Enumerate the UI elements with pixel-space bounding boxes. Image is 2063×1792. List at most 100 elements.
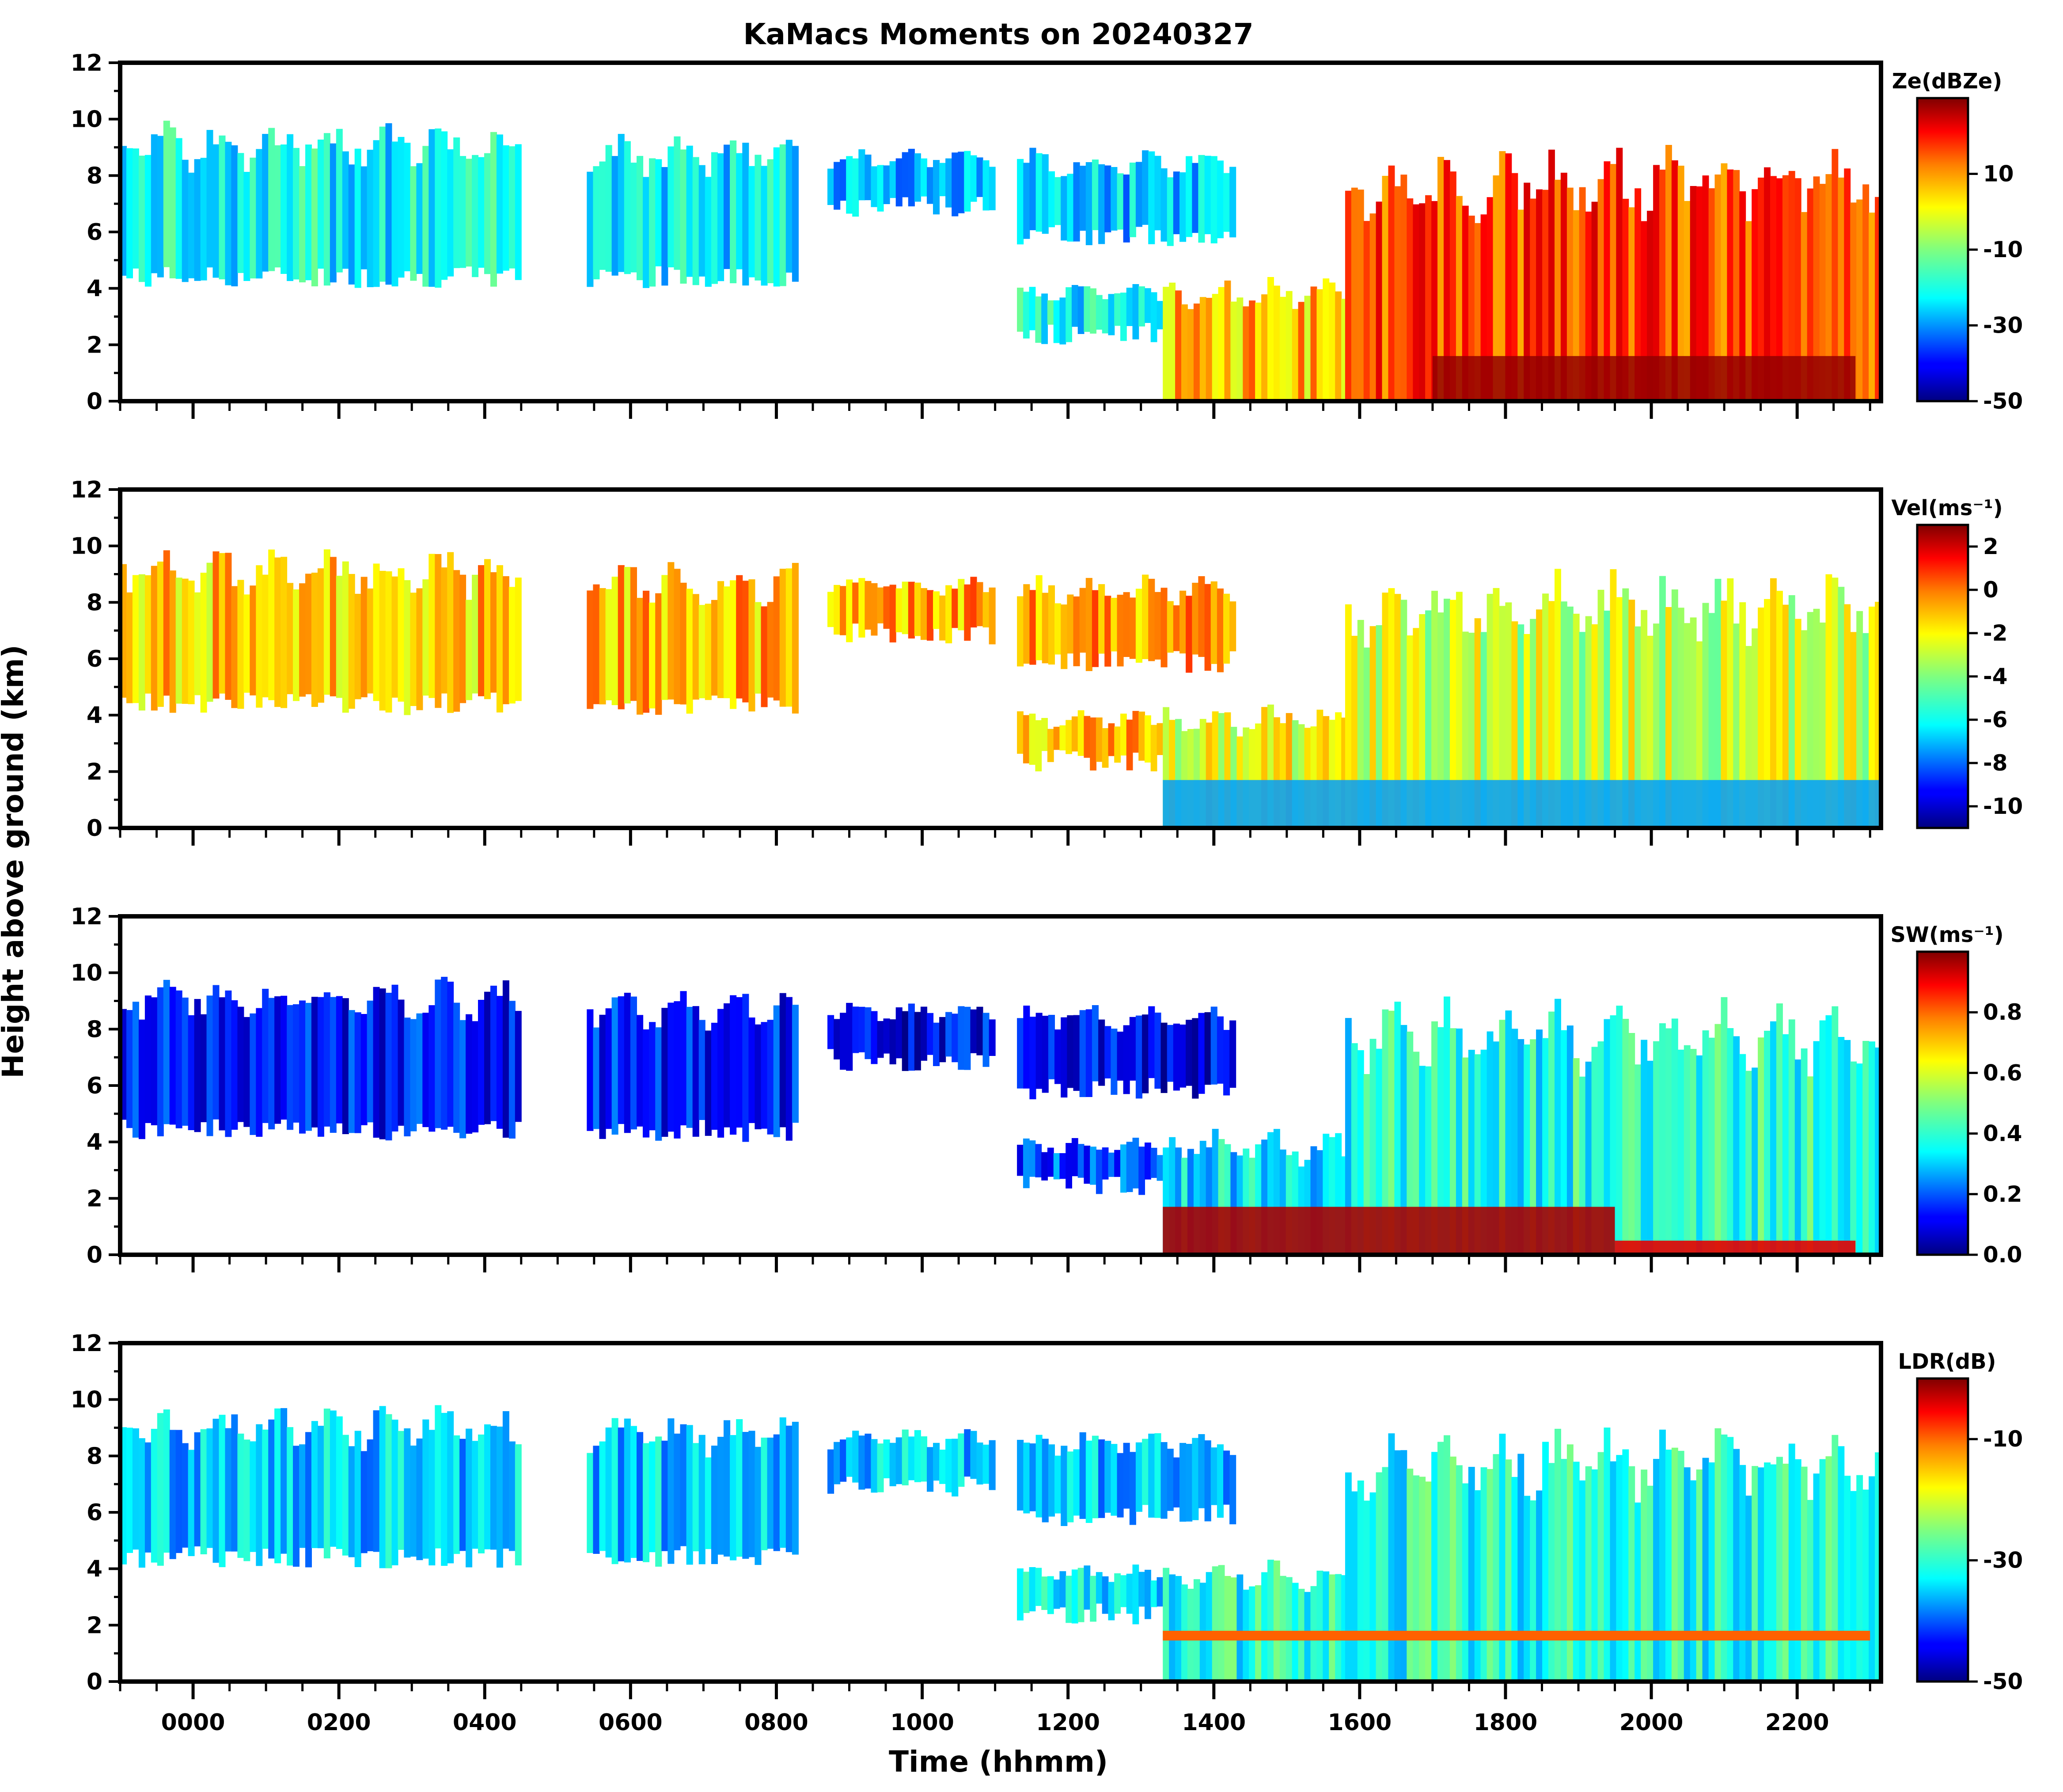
heatmap-cell (373, 140, 380, 287)
heatmap-cell (1204, 156, 1211, 235)
heatmap-cell (637, 1432, 644, 1561)
y-tick-label: 0 (87, 815, 102, 842)
heatmap-cell (231, 1414, 238, 1552)
heatmap-cell (1047, 729, 1054, 762)
heatmap-cell (416, 163, 423, 274)
heatmap-cell (1505, 602, 1512, 828)
heatmap-cell (982, 592, 990, 628)
heatmap-cell (1042, 592, 1049, 664)
heatmap-cell (1120, 1575, 1127, 1607)
heatmap-cell (761, 606, 768, 707)
heatmap-cell (711, 1446, 718, 1564)
heatmap-cell (126, 1010, 133, 1128)
heatmap-cell (1135, 1442, 1142, 1512)
heatmap-cell (1862, 633, 1870, 828)
heatmap-cell (1210, 156, 1217, 243)
heatmap-cell (1647, 1060, 1653, 1255)
heatmap-cell (1126, 1142, 1133, 1192)
heatmap-cell (1776, 1003, 1783, 1255)
heatmap-cell (895, 158, 903, 207)
heatmap-cell (655, 1436, 662, 1567)
heatmap-cell (311, 1421, 318, 1548)
x-tick-label: 0000 (161, 1709, 225, 1736)
heatmap-cell (1029, 148, 1036, 231)
heatmap-cell (1671, 160, 1678, 401)
heatmap-cell (416, 588, 423, 710)
heatmap-cell (717, 581, 724, 699)
heatmap-cell (1126, 1573, 1133, 1614)
heatmap-cell (1073, 162, 1080, 242)
heatmap-cell (1714, 1428, 1722, 1682)
y-tick-label: 12 (71, 50, 102, 76)
heatmap-cell (1163, 287, 1170, 401)
heatmap-cell (1555, 569, 1561, 828)
heatmap-cell (268, 1419, 275, 1559)
colorbar-tick-label: -10 (1983, 793, 2023, 819)
heatmap-cell (792, 563, 799, 714)
heatmap-cell (865, 581, 872, 630)
heatmap-cell (1029, 287, 1036, 330)
heatmap-cell (1388, 165, 1395, 401)
colorbar-tick-label: -30 (1983, 313, 2023, 338)
heatmap-cell (1517, 1454, 1524, 1682)
heatmap-cell (877, 1443, 884, 1492)
heatmap-cell (846, 579, 853, 642)
heatmap-cell (1862, 184, 1870, 401)
heatmap-cell (243, 172, 250, 281)
heatmap-cell (939, 595, 946, 641)
heatmap-cell (939, 1017, 946, 1063)
heatmap-cell (1610, 1461, 1617, 1682)
heatmap-cell (305, 1002, 312, 1131)
heatmap-cell (484, 991, 491, 1124)
heatmap-cell (1517, 624, 1524, 828)
heatmap-cell (902, 581, 909, 634)
heatmap-cell (1566, 187, 1574, 401)
heatmap-cell (1758, 1037, 1764, 1255)
heatmap-cell (1838, 177, 1845, 401)
heatmap-cell (126, 1428, 133, 1553)
heatmap-cell (1444, 599, 1450, 828)
heatmap-cell (692, 1006, 699, 1137)
heatmap-cell (883, 1018, 890, 1054)
heatmap-cell (1023, 1443, 1030, 1514)
heatmap-cell (674, 1433, 681, 1550)
heatmap-cell (1323, 1571, 1330, 1682)
heatmap-cell (1444, 160, 1450, 401)
heatmap-cell (1123, 1025, 1130, 1094)
heatmap-cell (1059, 1153, 1066, 1179)
heatmap-cell (914, 153, 921, 202)
heatmap-cell (1819, 1020, 1826, 1255)
heatmap-cell (724, 1003, 731, 1128)
heatmap-cell (877, 1021, 884, 1058)
heatmap-cell (157, 987, 164, 1136)
heatmap-cell (367, 1439, 374, 1551)
panels-group: 0 2 4 6 8 10 12 Ze(dBZe) -50 -30 -10 10 0 2 4 6 8 10 12 Vel… (71, 50, 2023, 1736)
heatmap-cell (1425, 1481, 1432, 1682)
heatmap-cell (1542, 1442, 1549, 1682)
heatmap-cell (1042, 1016, 1049, 1093)
heatmap-cell (1628, 1466, 1635, 1682)
heatmap-cell (502, 1411, 509, 1549)
heatmap-cell (1210, 1006, 1217, 1085)
heatmap-cell (515, 1444, 522, 1566)
heatmap-cell (1108, 294, 1115, 335)
heatmap-cell (730, 140, 737, 284)
heatmap-cell (1449, 600, 1456, 828)
heatmap-cell (342, 998, 349, 1134)
heatmap-cell (698, 1435, 705, 1564)
heatmap-cell (1480, 632, 1487, 828)
heatmap-cell (989, 1019, 996, 1056)
heatmap-cell (680, 149, 687, 284)
heatmap-cell (624, 1418, 631, 1563)
heatmap-cell (1708, 613, 1715, 828)
heatmap-cell (188, 581, 195, 704)
heatmap-cell (1059, 297, 1066, 345)
colorbar-tick-label: 10 (1983, 161, 2014, 187)
heatmap-cell (398, 137, 405, 278)
heatmap-cell (250, 1441, 257, 1552)
heatmap-cell (1382, 1467, 1389, 1682)
heatmap-cell (144, 1442, 152, 1553)
heatmap-cell (1758, 1467, 1764, 1682)
heatmap-cell (1782, 1463, 1789, 1682)
heatmap-cell (1223, 1030, 1230, 1096)
